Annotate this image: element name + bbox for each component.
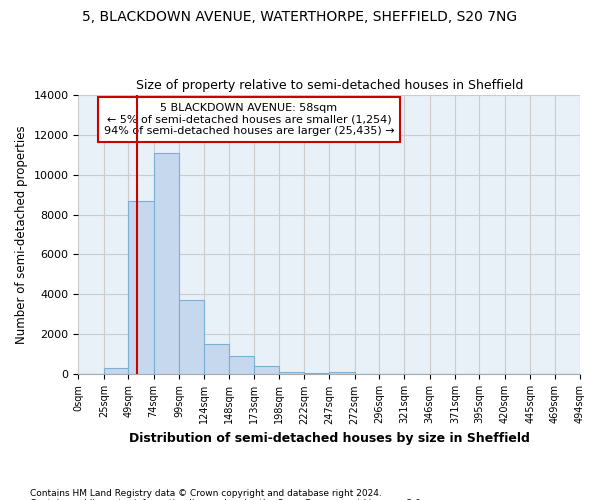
- Bar: [254, 366, 280, 374]
- Text: Contains HM Land Registry data © Crown copyright and database right 2024.: Contains HM Land Registry data © Crown c…: [30, 488, 382, 498]
- Bar: [280, 372, 304, 374]
- Text: 5, BLACKDOWN AVENUE, WATERTHORPE, SHEFFIELD, S20 7NG: 5, BLACKDOWN AVENUE, WATERTHORPE, SHEFFI…: [82, 10, 518, 24]
- Bar: [154, 152, 179, 374]
- Title: Size of property relative to semi-detached houses in Sheffield: Size of property relative to semi-detach…: [136, 79, 523, 92]
- Bar: [205, 344, 229, 374]
- Text: 5 BLACKDOWN AVENUE: 58sqm
← 5% of semi-detached houses are smaller (1,254)
94% o: 5 BLACKDOWN AVENUE: 58sqm ← 5% of semi-d…: [104, 103, 394, 136]
- Text: Contains public sector information licensed under the Open Government Licence v3: Contains public sector information licen…: [30, 498, 424, 500]
- Bar: [229, 356, 254, 374]
- Bar: [104, 368, 128, 374]
- Bar: [329, 372, 355, 374]
- Bar: [304, 373, 329, 374]
- Y-axis label: Number of semi-detached properties: Number of semi-detached properties: [15, 125, 28, 344]
- Bar: [128, 200, 154, 374]
- Bar: [179, 300, 205, 374]
- X-axis label: Distribution of semi-detached houses by size in Sheffield: Distribution of semi-detached houses by …: [129, 432, 530, 445]
